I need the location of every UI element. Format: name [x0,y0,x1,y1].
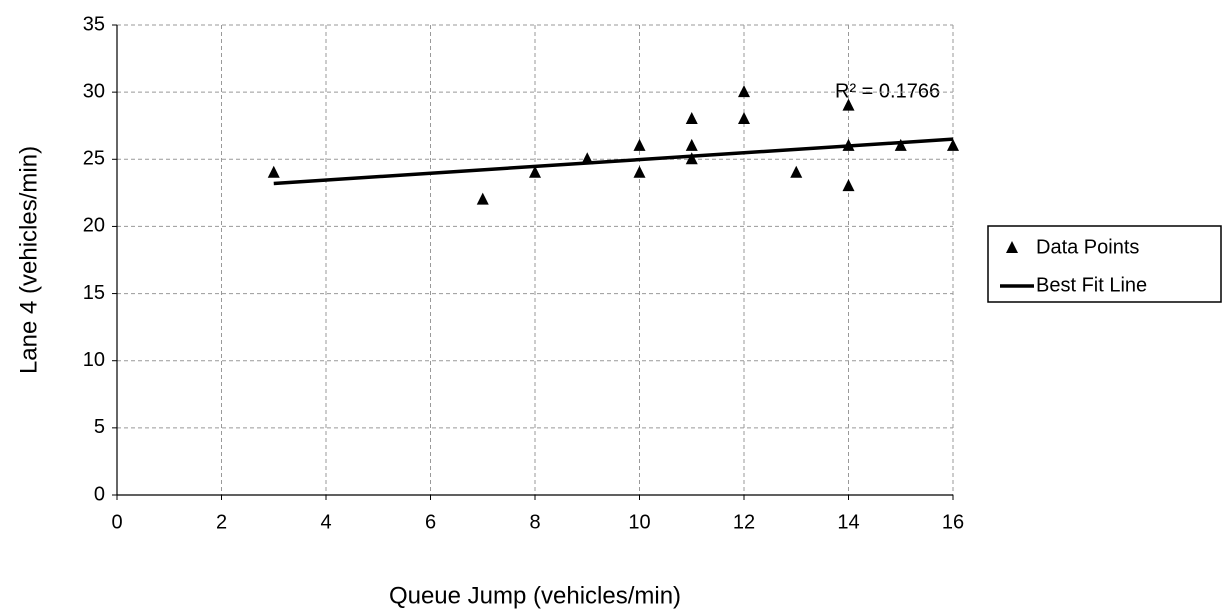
y-tick-label: 30 [83,80,105,102]
data-point [947,138,959,151]
data-point [738,112,750,124]
fit-line [273,137,954,186]
x-tick-label: 8 [529,511,540,533]
data-point [685,138,698,151]
x-tick-label: 12 [733,511,755,533]
legend-marker [1006,241,1018,253]
y-tick-label: 25 [83,148,105,170]
x-tick-label: 14 [837,511,859,533]
x-tick-label: 16 [942,511,964,533]
x-tick-label: 4 [320,511,331,533]
y-tick-label: 15 [83,282,105,304]
y-tick-label: 35 [83,13,105,35]
x-tick-label: 6 [425,511,436,533]
legend-box [987,225,1222,303]
y-tick-label: 20 [83,215,105,237]
data-point [633,165,646,178]
data-point [842,179,855,192]
data-point [633,138,646,151]
data-point [894,138,907,151]
data-point [529,165,541,178]
data-point [738,85,750,98]
y-tick-label: 5 [94,416,105,438]
y-tick-label: 10 [83,349,105,371]
data-point [476,192,489,205]
x-tick-label: 0 [111,511,122,533]
data-point [842,98,855,111]
annotation: R² = 0.1766 [835,80,940,102]
x-tick-label: 10 [628,511,650,533]
y-axis-title: Lane 4 (vehicles/min) [15,146,42,374]
legend-label: Data Points [1036,236,1139,258]
x-tick-label: 2 [216,511,227,533]
data-point [790,165,803,178]
y-tick-label: 0 [94,483,105,505]
data-point [685,112,698,124]
data-point [685,152,698,165]
x-axis-title: Queue Jump (vehicles/min) [389,582,681,609]
legend-label: Best Fit Line [1036,274,1147,296]
data-point [267,165,280,178]
